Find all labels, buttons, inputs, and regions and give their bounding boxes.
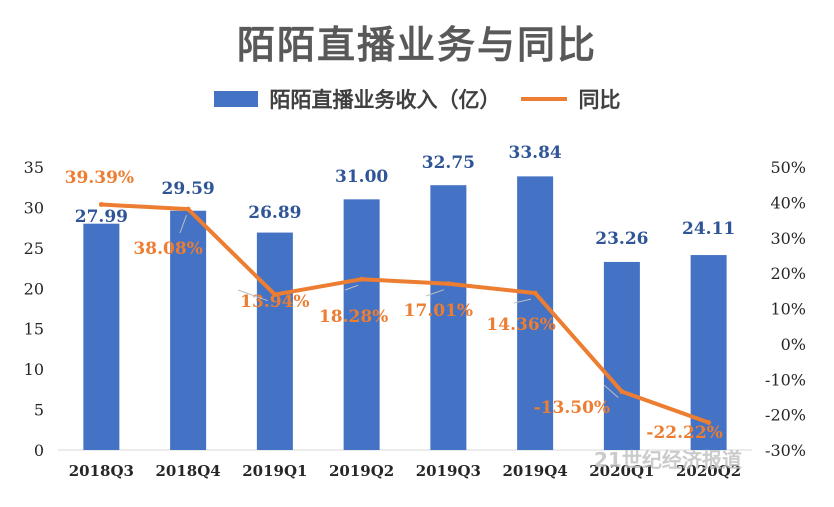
legend-swatch-line — [520, 97, 567, 101]
y-right-tick-label: 50% — [770, 158, 806, 177]
bar — [256, 232, 293, 450]
y-left-tick-label: 0 — [34, 441, 44, 460]
line-data-label: -22.22% — [646, 423, 722, 443]
watermark: 21世纪经济报道 — [594, 448, 742, 472]
yoy-point — [619, 389, 625, 395]
x-tick-label: 2018Q3 — [69, 462, 134, 480]
x-tick-label: 2019Q3 — [416, 462, 481, 480]
yoy-point — [532, 290, 538, 296]
yoy-point — [359, 276, 365, 282]
bar — [430, 185, 467, 450]
leader-line — [513, 298, 532, 304]
y-right-tick-label: 40% — [770, 193, 806, 212]
x-tick-label: 2020Q2 — [676, 462, 741, 480]
y-right-tick-label: 10% — [770, 300, 806, 319]
yoy-point — [272, 292, 278, 298]
bar-data-label: 31.00 — [335, 167, 388, 187]
y-left-tick-label: 35 — [24, 158, 44, 177]
bar-data-label: 27.99 — [75, 207, 128, 227]
bar — [83, 223, 120, 450]
yoy-point — [185, 206, 191, 212]
bar — [517, 176, 554, 450]
y-left-tick-label: 10 — [24, 360, 44, 379]
yoy-point — [445, 281, 451, 287]
legend: 陌陌直播业务收入（亿） 同比 — [0, 84, 834, 114]
line-data-label: 39.39% — [65, 168, 134, 188]
bar-data-label: 33.84 — [509, 143, 562, 163]
bar-data-label: 32.75 — [422, 153, 475, 173]
yoy-point — [98, 202, 104, 208]
bar — [343, 199, 380, 450]
bar — [170, 210, 207, 450]
bar-data-label: 29.59 — [162, 179, 215, 199]
y-left-tick-label: 20 — [24, 279, 44, 298]
x-tick-label: 2019Q2 — [329, 462, 394, 480]
yoy-line — [99, 202, 711, 425]
y-right-tick-label: 20% — [770, 264, 806, 283]
x-tick-label: 2019Q1 — [242, 462, 307, 480]
leader-line — [603, 384, 619, 399]
x-tick-label: 2019Q4 — [502, 462, 567, 480]
y-left-tick-label: 5 — [34, 401, 44, 420]
bar-data-label: 24.11 — [682, 219, 735, 239]
legend-label-yoy: 同比 — [578, 88, 621, 112]
bar-data-label: 23.26 — [595, 229, 648, 249]
yoy-point — [706, 419, 712, 425]
leader-line — [344, 284, 359, 291]
y-right-tick-label: -10% — [765, 370, 806, 389]
y-left-tick-label: 25 — [24, 239, 44, 258]
bar — [603, 261, 640, 450]
x-tick-label: 2018Q4 — [155, 462, 220, 480]
y-left-tick-label: 15 — [24, 320, 44, 339]
bar-data-label: 26.89 — [248, 203, 301, 223]
line-data-label: -13.50% — [534, 398, 610, 418]
y-right-tick-label: -20% — [765, 406, 806, 425]
leader-line — [179, 214, 187, 234]
line-data-label: 38.08% — [133, 239, 202, 259]
chart-title: 陌陌直播业务与同比 — [236, 23, 597, 67]
y-right-tick-label: -30% — [765, 441, 806, 460]
line-data-label: 18.28% — [319, 307, 388, 327]
leader-line — [425, 289, 445, 297]
y-left-tick-label: 30 — [24, 198, 44, 217]
legend-label-revenue: 陌陌直播业务收入（亿） — [269, 88, 501, 112]
line-data-label: 17.01% — [404, 301, 473, 321]
line-data-label: 14.36% — [486, 315, 555, 335]
y-right-tick-label: 30% — [770, 229, 806, 248]
leader-line — [237, 289, 268, 302]
legend-swatch-bar — [213, 91, 258, 107]
legend-item-revenue: 陌陌直播业务收入（亿） — [213, 84, 501, 114]
legend-item-yoy: 同比 — [520, 84, 621, 114]
x-tick-label: 2020Q1 — [589, 462, 654, 480]
y-right-tick-label: 0% — [781, 335, 806, 354]
